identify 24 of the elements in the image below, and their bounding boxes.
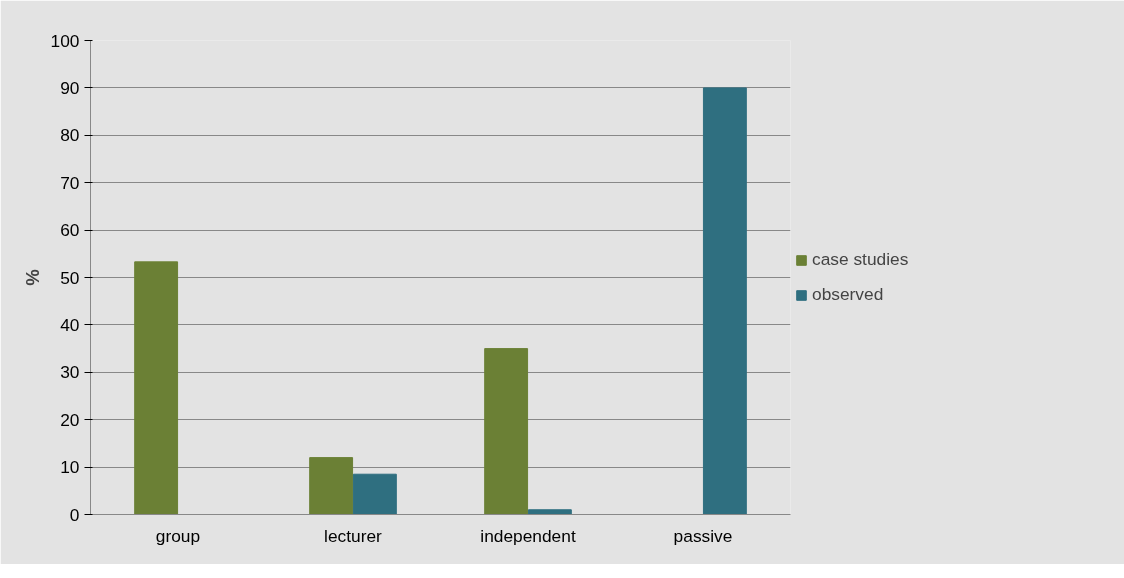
bar [352,473,397,515]
bar [134,261,179,515]
y-tick-label: 20 [60,409,80,430]
y-axis-title: % [21,268,43,286]
legend-label: observed [812,284,884,305]
y-tick-label: 80 [60,125,80,146]
y-tick-label: 50 [60,267,80,288]
x-tick-label: independent [480,525,576,546]
bar [702,87,747,515]
bar [484,348,529,515]
bar [527,509,572,515]
y-tick-label: 30 [60,362,80,383]
y-tick-label: 100 [50,30,80,51]
y-tick-label: 10 [60,457,80,478]
y-tick-label: 60 [60,220,80,241]
y-tick-label: 90 [60,77,80,98]
x-tick-label: passive [673,525,733,546]
y-tick-label: 0 [69,504,80,525]
y-tick-label: 70 [60,172,80,193]
legend-label: case studies [812,249,909,270]
bar [309,457,354,515]
x-tick-label: group [155,525,201,546]
x-tick-label: lecturer [324,525,383,546]
y-tick-label: 40 [60,314,80,335]
